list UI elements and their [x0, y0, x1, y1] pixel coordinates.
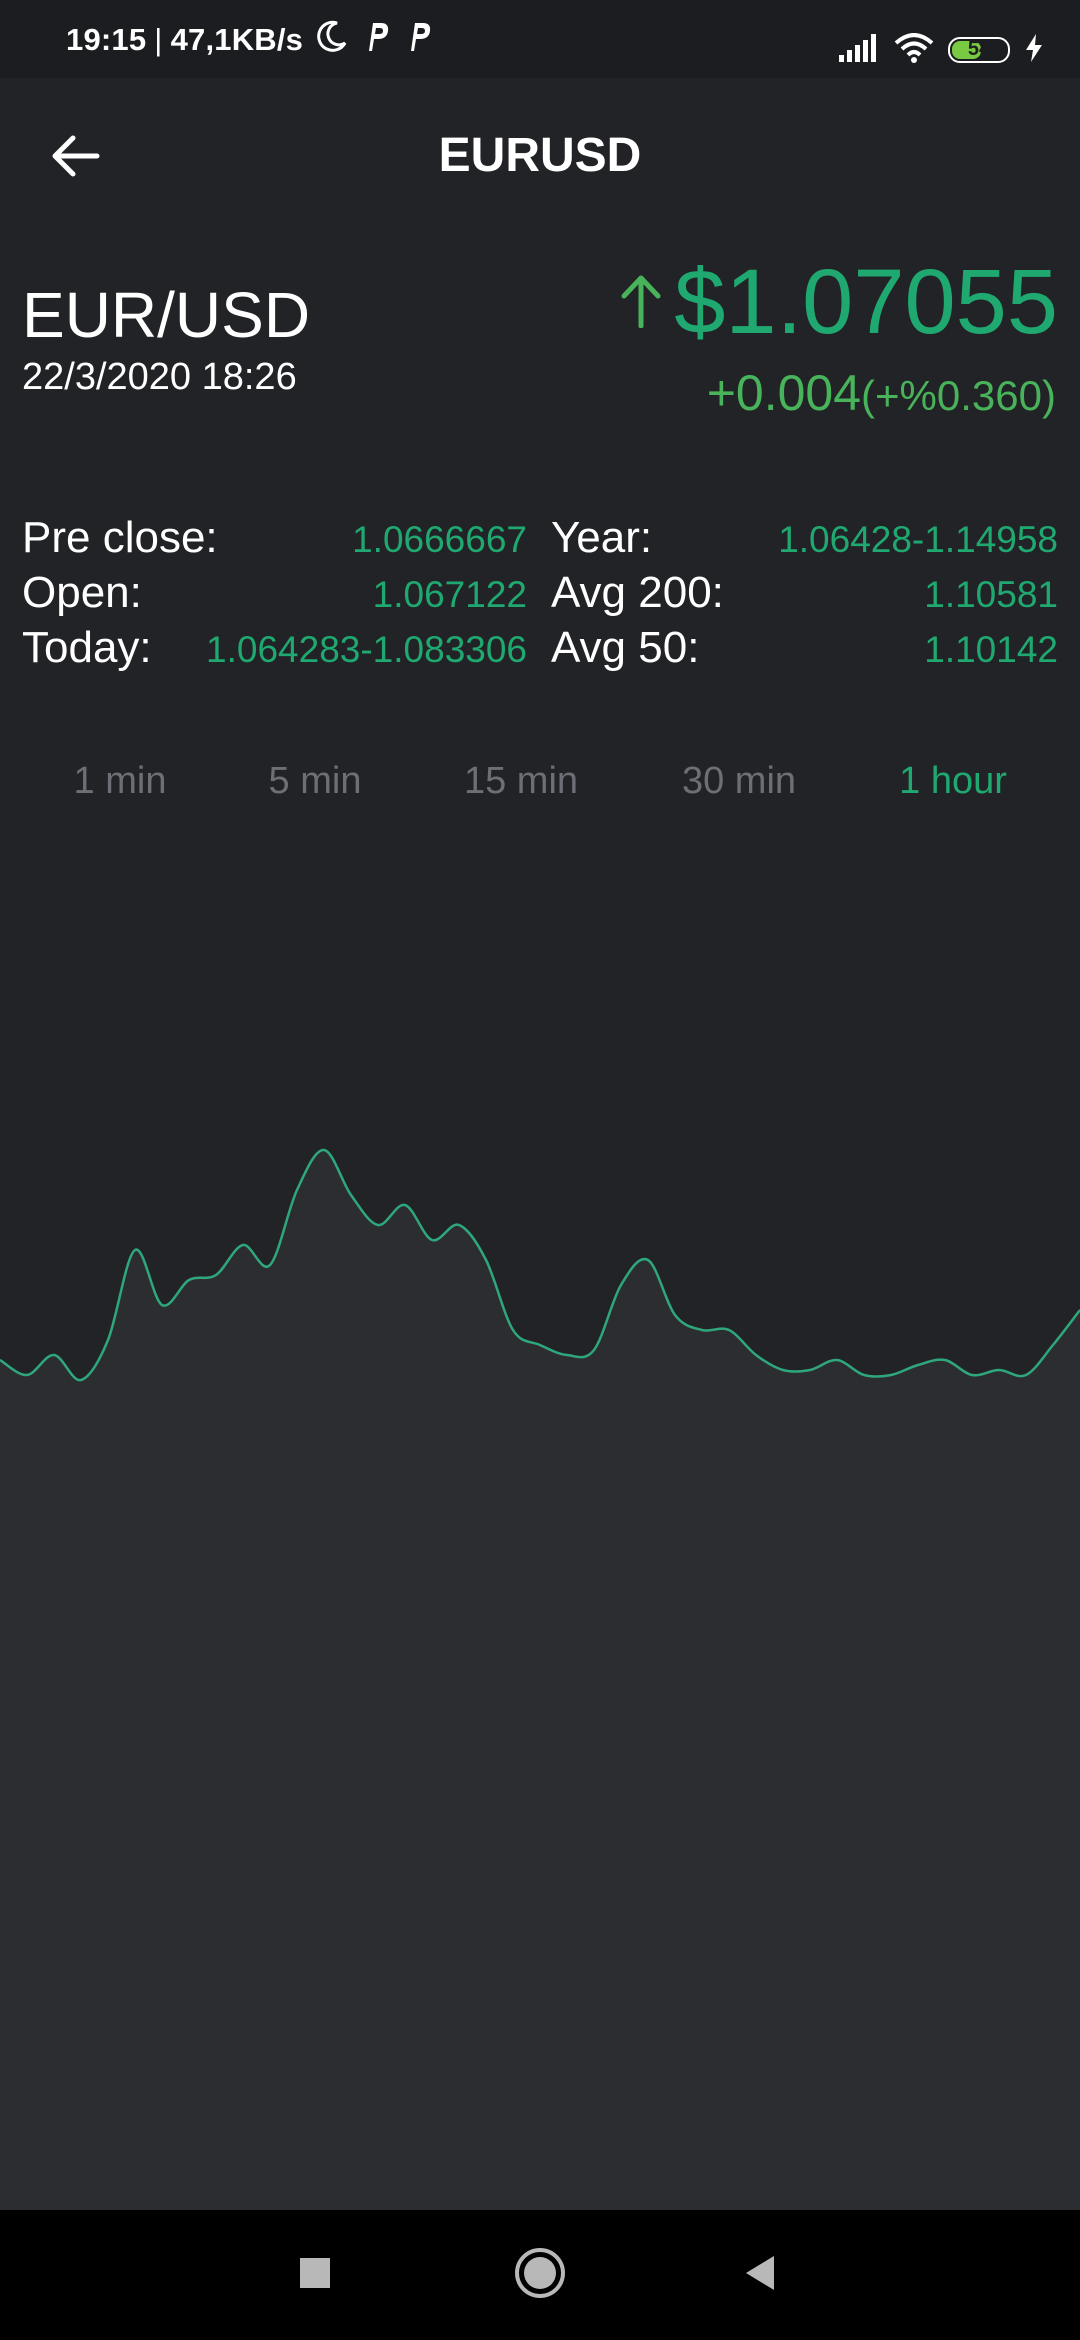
current-price: $1.07055	[674, 251, 1058, 353]
stat-open: Open: 1.067122	[22, 568, 527, 618]
stat-label: Avg 200:	[551, 567, 724, 617]
navigation-bar	[0, 2210, 1080, 2340]
stat-value: 1.0666667	[352, 518, 527, 560]
status-right: 54	[838, 28, 1044, 72]
stat-label: Avg 50:	[551, 622, 700, 672]
back-button[interactable]	[36, 118, 116, 198]
page-title: EURUSD	[438, 129, 642, 182]
stat-value: 1.10581	[924, 573, 1058, 615]
circle-icon	[513, 2246, 567, 2305]
chart-line	[0, 1148, 1080, 1382]
stat-label: Pre close:	[22, 512, 218, 562]
p-app-icon	[403, 19, 433, 61]
tab-30-min[interactable]: 30 min	[681, 760, 797, 802]
recents-button[interactable]	[280, 2240, 350, 2310]
charging-icon	[1024, 33, 1044, 68]
home-button[interactable]	[505, 2240, 575, 2310]
app-bar: EURUSD	[0, 78, 1080, 238]
p-app-icon	[361, 19, 391, 61]
stat-today: Today: 1.064283-1.083306	[22, 623, 527, 673]
stat-label: Open:	[22, 567, 142, 617]
price-row: $1.07055	[616, 256, 1058, 348]
arrow-left-icon	[51, 134, 101, 183]
back-nav-button[interactable]	[725, 2240, 795, 2310]
arrow-up-icon	[616, 272, 666, 333]
tab-15-min[interactable]: 15 min	[463, 760, 579, 802]
price-chart[interactable]	[0, 830, 1080, 2210]
stat-year: Year: 1.06428-1.14958	[551, 513, 1058, 563]
stat-value: 1.064283-1.083306	[206, 628, 527, 670]
battery-level: 54	[967, 38, 991, 60]
status-left: 19:15 | 47,1KB/s	[66, 18, 433, 62]
tab-5-min[interactable]: 5 min	[268, 760, 362, 802]
network-speed: 47,1KB/s	[170, 22, 304, 57]
tab-1-hour[interactable]: 1 hour	[899, 760, 1007, 802]
battery-icon: 54	[948, 37, 1010, 63]
stat-value: 1.10142	[924, 628, 1058, 670]
change-percent: (+%0.360)	[861, 372, 1056, 419]
wifi-icon	[894, 32, 934, 68]
stat-row: Open: 1.067122 Avg 200: 1.10581	[22, 565, 1058, 620]
quote-datetime: 22/3/2020 18:26	[22, 356, 297, 398]
signal-icon	[838, 33, 880, 68]
stat-row: Today: 1.064283-1.083306 Avg 50: 1.10142	[22, 620, 1058, 675]
stat-label: Today:	[22, 622, 152, 672]
stat-avg-200: Avg 200: 1.10581	[551, 568, 1058, 618]
stat-avg-50: Avg 50: 1.10142	[551, 623, 1058, 673]
stat-value: 1.06428-1.14958	[778, 518, 1058, 560]
stats-grid: Pre close: 1.0666667 Year: 1.06428-1.149…	[22, 510, 1058, 675]
status-bar: 19:15 | 47,1KB/s	[0, 0, 1080, 78]
status-separator: |	[154, 22, 163, 57]
stat-value: 1.067122	[372, 573, 527, 615]
pair-name: EUR/USD	[22, 279, 311, 351]
battery-fill	[952, 41, 981, 59]
stat-row: Pre close: 1.0666667 Year: 1.06428-1.149…	[22, 510, 1058, 565]
status-time: 19:15	[66, 22, 147, 57]
price-chart-svg	[0, 1148, 1080, 2210]
triangle-back-icon	[740, 2253, 780, 2298]
interval-tabs: 1 min 5 min 15 min 30 min 1 hour	[0, 760, 1080, 820]
tab-1-min[interactable]: 1 min	[73, 760, 167, 802]
price-change: +0.004(+%0.360)	[707, 364, 1056, 422]
change-value: +0.004	[706, 365, 862, 421]
chart-area	[0, 1149, 1080, 2210]
stat-pre-close: Pre close: 1.0666667	[22, 513, 527, 563]
square-icon	[298, 2256, 332, 2295]
stat-label: Year:	[551, 512, 653, 562]
moon-icon	[315, 19, 349, 61]
